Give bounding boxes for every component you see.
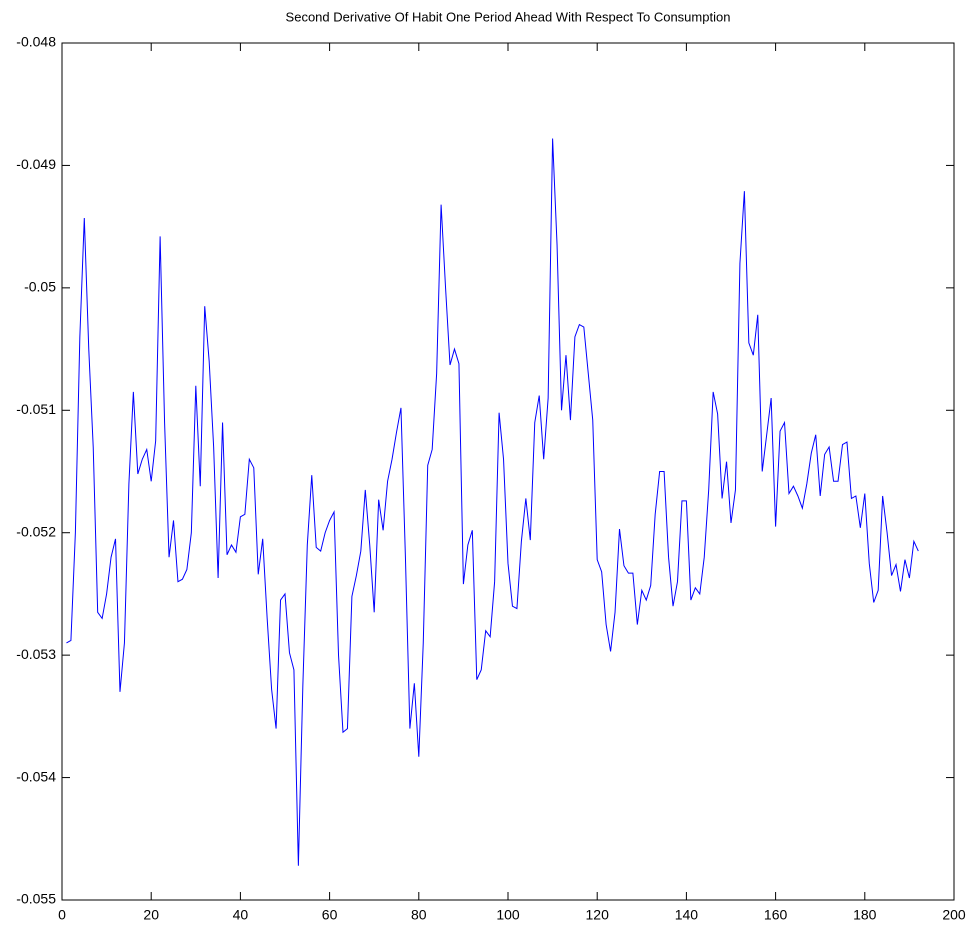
y-tick-label: -0.051 xyxy=(16,401,56,417)
x-tick-label: 160 xyxy=(764,907,788,923)
data-line xyxy=(66,138,919,866)
chart-title: Second Derivative Of Habit One Period Ah… xyxy=(286,9,731,24)
y-tick-label: -0.054 xyxy=(16,768,56,784)
x-tick-label: 200 xyxy=(942,907,966,923)
x-tick-label: 40 xyxy=(233,907,249,923)
x-tick-label: 120 xyxy=(586,907,610,923)
x-tick-label: 80 xyxy=(411,907,427,923)
y-tick-label: -0.055 xyxy=(16,891,56,907)
x-tick-label: 100 xyxy=(496,907,520,923)
x-tick-label: 180 xyxy=(853,907,877,923)
x-tick-label: 60 xyxy=(322,907,338,923)
y-tick-label: -0.052 xyxy=(16,523,56,539)
y-tick-label: -0.048 xyxy=(16,34,56,50)
plot-frame xyxy=(61,42,955,901)
y-tick-label: -0.05 xyxy=(24,279,56,295)
x-tick-label: 0 xyxy=(58,907,66,923)
x-tick-label: 140 xyxy=(675,907,699,923)
x-tick-label: 20 xyxy=(143,907,159,923)
y-tick-label: -0.049 xyxy=(16,156,56,172)
y-tick-label: -0.053 xyxy=(16,646,56,662)
